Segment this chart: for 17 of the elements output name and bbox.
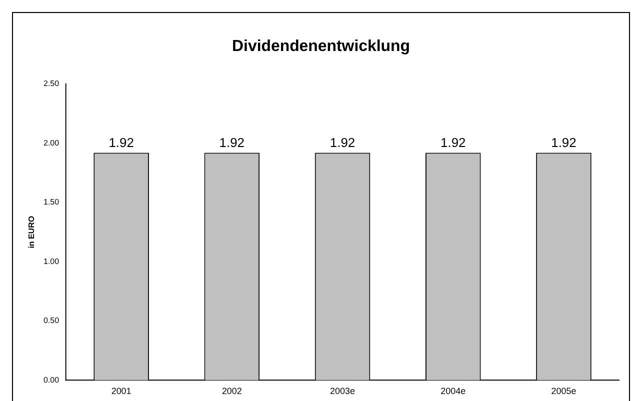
- y-tick-label: 2.00: [44, 138, 60, 148]
- data-label: 1.92: [330, 134, 356, 150]
- y-tick-label: 0.00: [44, 375, 60, 384]
- x-tick-label: 2005e: [551, 386, 576, 396]
- x-tick-label: 2004e: [440, 386, 466, 396]
- x-tick-label: 2002: [222, 386, 242, 396]
- x-tick-label: 2003e: [330, 386, 355, 396]
- x-tick-label: 2001: [111, 386, 132, 396]
- y-tick-label: 0.50: [44, 316, 60, 326]
- data-label: 1.92: [108, 134, 134, 150]
- chart-title: Dividendenentwicklung: [232, 38, 410, 55]
- data-label: 1.92: [219, 134, 245, 150]
- y-tick-label: 1.50: [44, 198, 60, 207]
- y-tick-label: 1.00: [44, 256, 60, 266]
- y-tick-label: 2.50: [44, 79, 60, 88]
- data-label: 1.92: [551, 134, 576, 150]
- data-label: 1.92: [440, 134, 466, 150]
